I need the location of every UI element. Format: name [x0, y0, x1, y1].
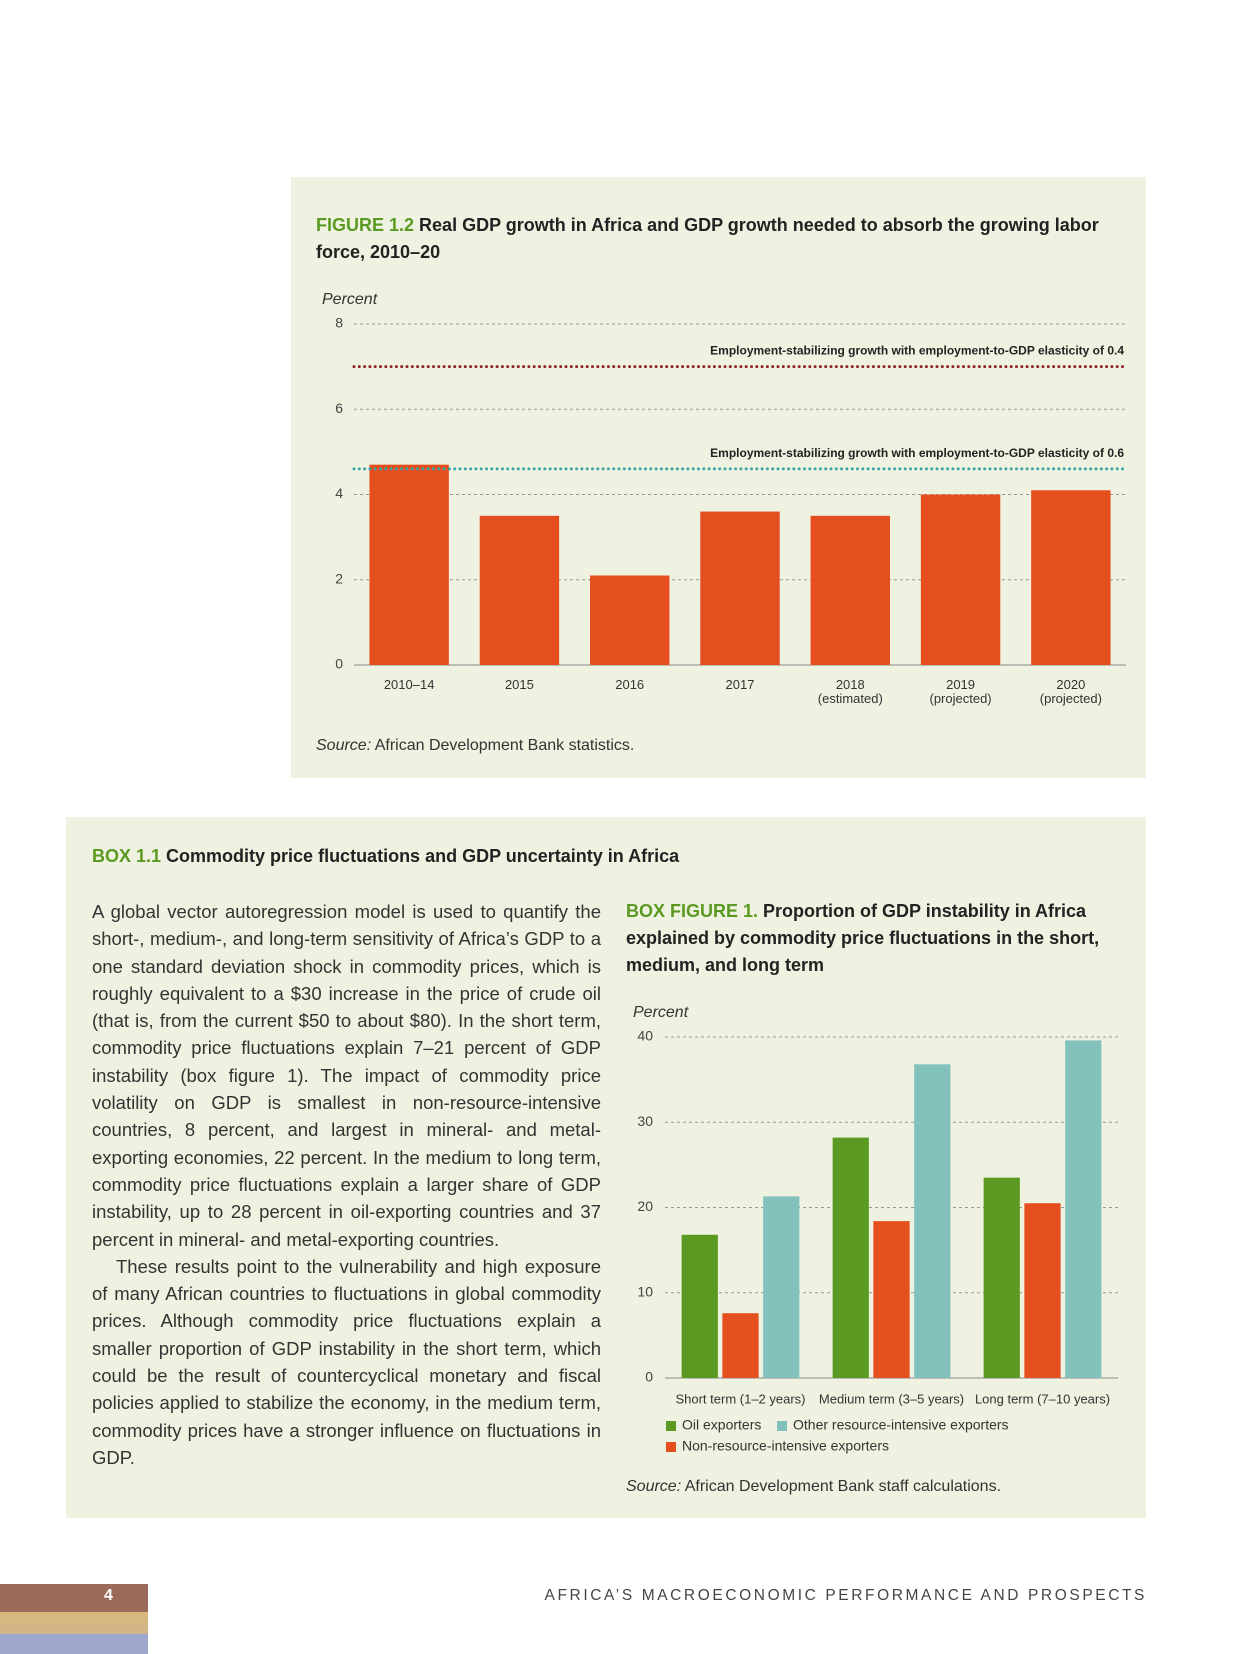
bar [369, 464, 449, 665]
legend-swatch [666, 1421, 676, 1431]
x-tick-label: Short term (1–2 years) [675, 1391, 805, 1406]
bar [590, 575, 670, 665]
y-axis-label: Percent [633, 1004, 689, 1021]
x-tick-label: Long term (7–10 years) [975, 1391, 1110, 1406]
x-tick-label: 2010–14 [383, 677, 435, 692]
source-label: Source: [626, 1478, 682, 1495]
y-tick-label: 20 [637, 1198, 653, 1214]
x-tick-label: 2017 [725, 677, 755, 692]
x-tick-label: Medium term (3–5 years) [819, 1391, 964, 1406]
legend-label: Oil exporters [682, 1417, 761, 1433]
box-label: BOX 1.1 [92, 846, 162, 866]
y-tick-label: 6 [335, 400, 343, 416]
box-body: A global vector autoregression model is … [92, 898, 601, 1471]
box-title: Commodity price fluctuations and GDP unc… [166, 846, 680, 866]
y-tick-label: 0 [645, 1369, 653, 1385]
bar [1024, 1203, 1061, 1378]
y-tick-label: 4 [335, 485, 343, 501]
paragraph: These results point to the vulnerability… [92, 1255, 601, 1468]
bar [914, 1064, 951, 1378]
source-text: African Development Bank statistics. [374, 737, 635, 754]
bar [832, 1137, 869, 1378]
bar [983, 1177, 1020, 1378]
y-tick-label: 40 [637, 1028, 653, 1044]
bar [681, 1234, 718, 1378]
box-panel [66, 817, 1146, 1518]
legend-swatch [666, 1442, 676, 1452]
source-text: African Development Bank staff calculati… [684, 1478, 1002, 1495]
bar [763, 1196, 800, 1378]
bar [722, 1313, 759, 1378]
page-number: 4 [104, 1587, 113, 1604]
figure-heading: FIGURE 1.2 Real GDP growth in Africa and… [316, 212, 1116, 266]
bar [1031, 490, 1111, 665]
x-tick-label: 2019 (projected) [929, 677, 992, 706]
figure-title: Real GDP growth in Africa and GDP growth… [316, 215, 1099, 262]
y-axis-label: Percent [322, 291, 378, 308]
bar [920, 494, 1001, 665]
page-tab [0, 1584, 148, 1654]
x-tick-label: 2020 (projected) [1039, 677, 1102, 706]
figure-source: Source: African Development Bank statist… [316, 737, 634, 755]
reference-label: Employment-stabilizing growth with emplo… [710, 344, 1124, 358]
y-tick-label: 10 [637, 1283, 653, 1299]
y-tick-label: 2 [335, 570, 343, 586]
box-heading: BOX 1.1 Commodity price fluctuations and… [92, 843, 992, 870]
box-figure-source: Source: African Development Bank staff c… [626, 1478, 1001, 1496]
x-tick-label: 2016 [615, 677, 645, 692]
bar [873, 1221, 910, 1378]
legend-swatch [777, 1421, 787, 1431]
y-tick-label: 8 [335, 315, 343, 331]
y-tick-label: 0 [335, 656, 343, 672]
y-tick-label: 30 [637, 1113, 653, 1129]
box-figure-heading: BOX FIGURE 1. Proportion of GDP instabil… [626, 898, 1131, 979]
box-figure-title: Proportion of GDP instability in Africa … [626, 901, 1100, 975]
legend-label: Non-resource-intensive exporters [682, 1438, 889, 1454]
bar [1065, 1040, 1102, 1378]
bar [479, 515, 560, 665]
x-tick-label: 2018 (estimated) [817, 677, 883, 706]
bar [810, 515, 890, 665]
running-title: AFRICA’S MACROECONOMIC PERFORMANCE AND P… [544, 1587, 1147, 1604]
source-label: Source: [316, 737, 372, 754]
x-tick-label: 2015 [504, 677, 534, 692]
figure-label: FIGURE 1.2 [316, 215, 415, 235]
bar [700, 511, 780, 665]
reference-label: Employment-stabilizing growth with emplo… [710, 446, 1124, 460]
legend-label: Other resource-intensive exporters [793, 1417, 1009, 1433]
box-figure-label: BOX FIGURE 1. [626, 901, 759, 921]
paragraph: A global vector autoregression model is … [92, 901, 601, 1250]
